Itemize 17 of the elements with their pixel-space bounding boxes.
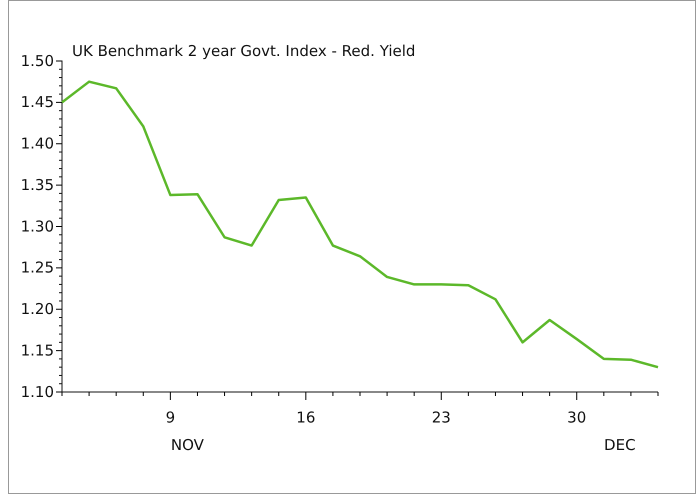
x-tick-label: 16 [296, 408, 316, 427]
y-tick-label: 1.10 [20, 382, 54, 401]
x-tick-label: 30 [567, 408, 586, 427]
text: DEC [604, 436, 636, 454]
y-tick-label: 1.35 [20, 176, 54, 194]
text: NOV [170, 436, 205, 454]
y-tick-label: 1.25 [20, 258, 54, 277]
y-tick-label: 1.15 [20, 341, 54, 360]
y-tick-label: 1.45 [20, 93, 54, 112]
y-tick-label: 1.50 [20, 52, 54, 70]
y-tick-label: 1.30 [20, 217, 54, 236]
line-series [60, 80, 660, 368]
x-tick-label: 23 [432, 408, 451, 427]
x-tick-label: 9 [166, 408, 176, 427]
y-tick-label: 1.40 [20, 134, 54, 153]
chart-title: UK Benchmark 2 year Govt. Index - Red. Yield [72, 42, 416, 60]
y-tick-label: 1.20 [20, 300, 54, 318]
